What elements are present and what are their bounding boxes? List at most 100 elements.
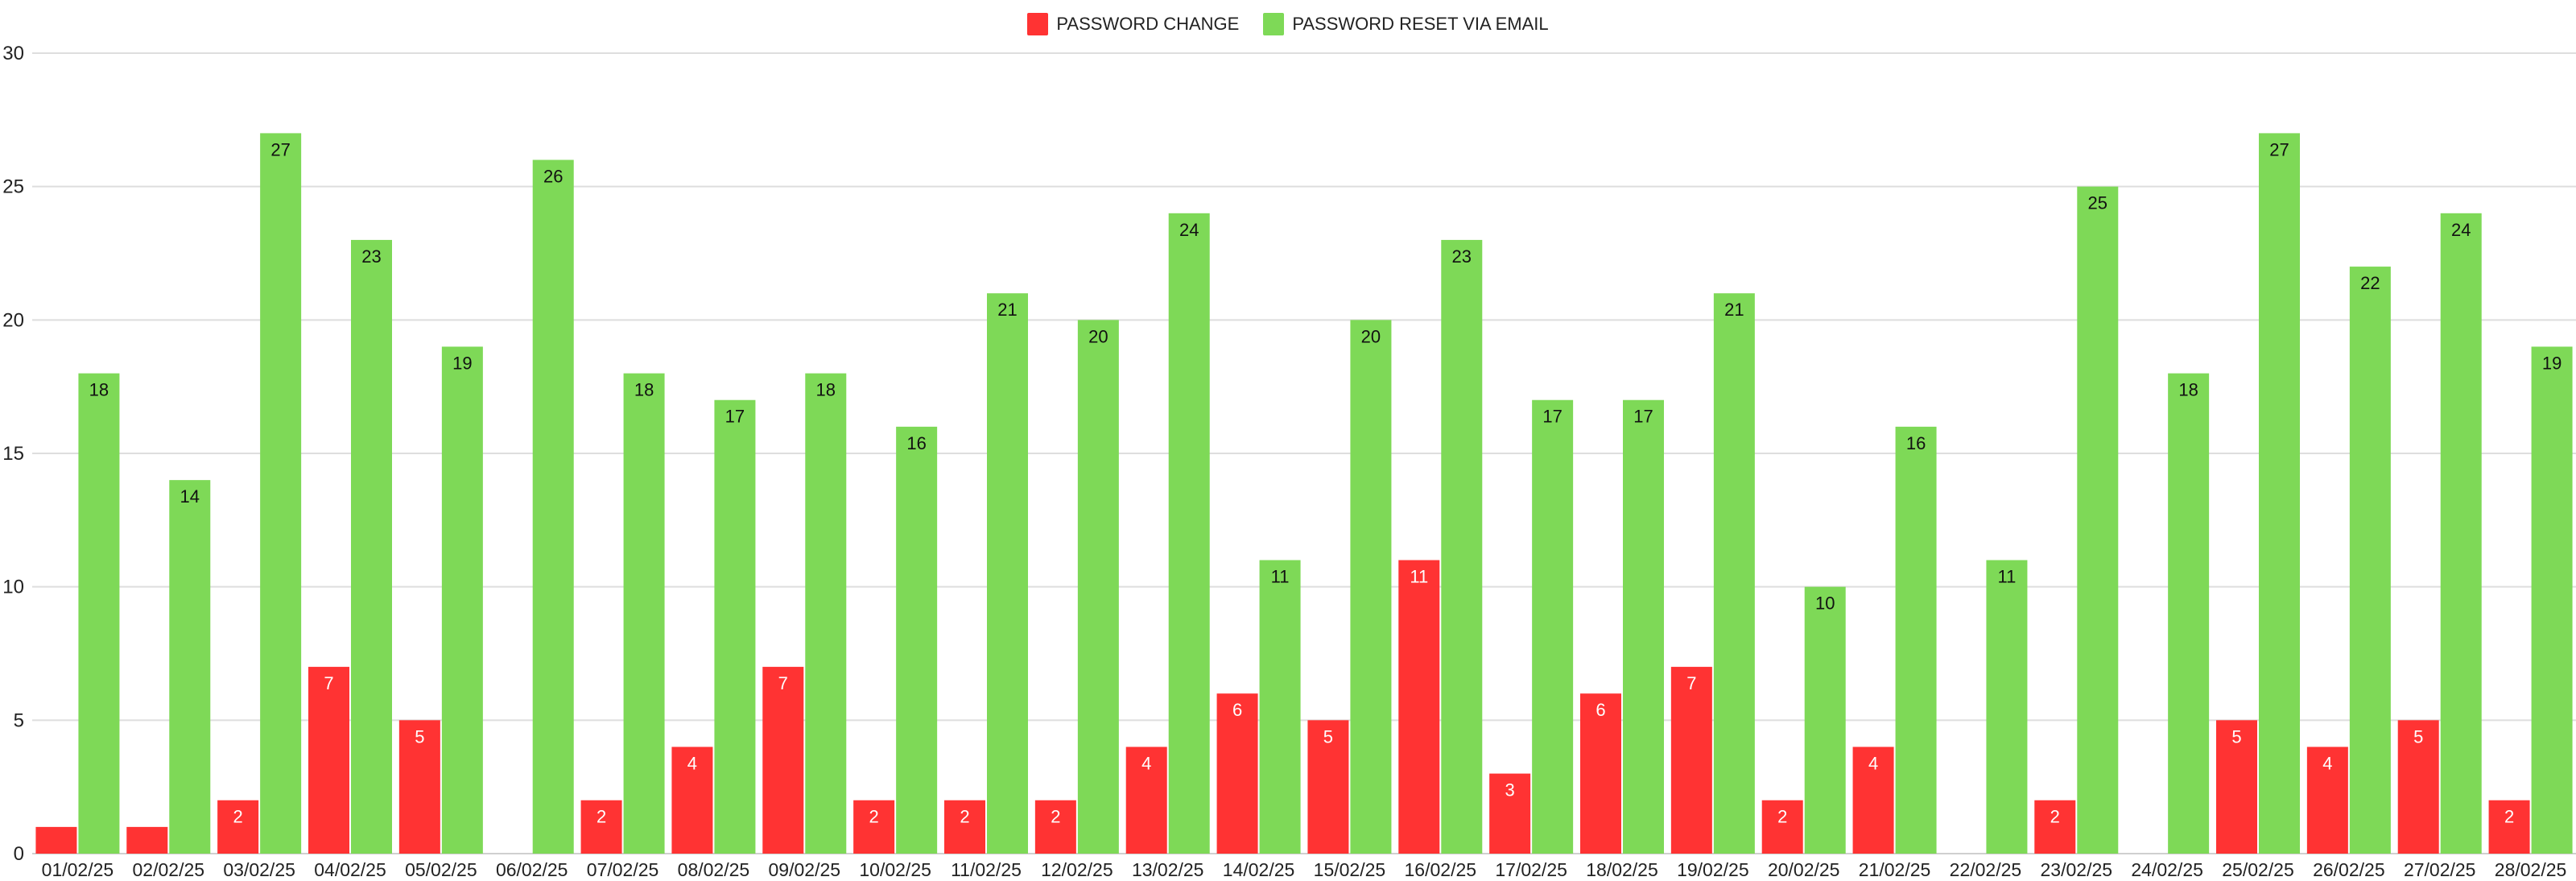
bar-password-change-20[interactable] bbox=[1852, 747, 1894, 854]
bar-password-change-2[interactable] bbox=[217, 800, 259, 854]
y-tick-label: 0 bbox=[14, 843, 24, 865]
legend: PASSWORD CHANGE PASSWORD RESET VIA EMAIL bbox=[0, 13, 2576, 35]
data-label: 23 bbox=[1452, 246, 1472, 267]
bar-password-reset-24[interactable] bbox=[2259, 133, 2300, 854]
bar-password-reset-1[interactable] bbox=[169, 480, 211, 854]
data-label: 22 bbox=[2360, 273, 2380, 293]
bar-password-reset-2[interactable] bbox=[260, 133, 302, 854]
bar-password-reset-10[interactable] bbox=[987, 293, 1028, 854]
bar-password-reset-14[interactable] bbox=[1350, 320, 1392, 854]
data-label: 5 bbox=[415, 726, 424, 747]
y-tick-label: 25 bbox=[2, 176, 24, 198]
data-label: 21 bbox=[997, 300, 1017, 320]
bar-password-change-4[interactable] bbox=[398, 720, 440, 854]
data-label: 17 bbox=[1542, 407, 1562, 427]
bar-password-change-19[interactable] bbox=[1761, 800, 1803, 854]
data-label: 16 bbox=[906, 433, 926, 453]
bar-password-reset-3[interactable] bbox=[351, 239, 392, 854]
x-tick-label: 07/02/25 bbox=[587, 859, 659, 880]
bar-password-change-26[interactable] bbox=[2397, 720, 2439, 854]
data-label: 4 bbox=[2322, 753, 2332, 773]
bar-password-reset-18[interactable] bbox=[1713, 293, 1755, 854]
data-label: 20 bbox=[1088, 326, 1108, 346]
bar-password-reset-0[interactable] bbox=[78, 373, 120, 854]
data-label: 27 bbox=[2269, 139, 2289, 159]
bar-password-change-25[interactable] bbox=[2306, 747, 2348, 854]
legend-label-0: PASSWORD CHANGE bbox=[1056, 14, 1240, 34]
x-tick-label: 27/02/25 bbox=[2404, 859, 2476, 880]
bar-password-change-8[interactable] bbox=[762, 667, 804, 854]
bar-password-reset-4[interactable] bbox=[441, 346, 483, 854]
x-tick-label: 24/02/25 bbox=[2131, 859, 2203, 880]
bar-password-reset-22[interactable] bbox=[2077, 186, 2119, 854]
data-label: 6 bbox=[1596, 700, 1605, 720]
bar-password-change-9[interactable] bbox=[853, 800, 895, 854]
bar-password-change-17[interactable] bbox=[1580, 693, 1621, 854]
legend-item-0[interactable]: PASSWORD CHANGE bbox=[1027, 13, 1239, 35]
bar-password-change-0[interactable] bbox=[35, 826, 77, 854]
bar-password-change-15[interactable] bbox=[1398, 560, 1440, 854]
bar-password-reset-27[interactable] bbox=[2531, 346, 2573, 854]
bar-password-change-10[interactable] bbox=[944, 800, 985, 854]
data-label: 27 bbox=[270, 139, 290, 159]
x-tick-label: 01/02/25 bbox=[42, 859, 114, 880]
bar-password-reset-5[interactable] bbox=[532, 159, 574, 854]
data-label: 19 bbox=[452, 353, 472, 373]
data-label: 26 bbox=[543, 167, 563, 187]
bar-password-reset-23[interactable] bbox=[2168, 373, 2210, 854]
data-label: 21 bbox=[1724, 300, 1744, 320]
bar-password-change-18[interactable] bbox=[1670, 667, 1712, 854]
bar-password-change-27[interactable] bbox=[2488, 800, 2530, 854]
legend-swatch-1 bbox=[1263, 13, 1285, 35]
bar-password-change-16[interactable] bbox=[1489, 773, 1531, 854]
bar-password-change-3[interactable] bbox=[308, 667, 349, 854]
bar-password-reset-17[interactable] bbox=[1623, 399, 1664, 854]
bar-password-change-7[interactable] bbox=[671, 747, 713, 854]
bar-password-change-11[interactable] bbox=[1034, 800, 1076, 854]
bar-password-reset-11[interactable] bbox=[1077, 320, 1119, 854]
data-label: 2 bbox=[1051, 807, 1060, 827]
x-tick-label: 04/02/25 bbox=[314, 859, 386, 880]
bar-password-reset-6[interactable] bbox=[623, 373, 665, 854]
bar-password-reset-12[interactable] bbox=[1168, 213, 1210, 854]
bar-password-reset-15[interactable] bbox=[1441, 239, 1483, 854]
x-tick-label: 10/02/25 bbox=[859, 859, 931, 880]
bar-password-reset-26[interactable] bbox=[2440, 213, 2482, 854]
data-label: 18 bbox=[89, 380, 109, 400]
y-tick-label: 30 bbox=[2, 43, 24, 64]
bar-password-reset-25[interactable] bbox=[2349, 267, 2391, 854]
bar-password-reset-20[interactable] bbox=[1895, 426, 1937, 854]
bar-password-reset-19[interactable] bbox=[1804, 586, 1846, 854]
x-tick-label: 17/02/25 bbox=[1495, 859, 1567, 880]
bar-password-change-12[interactable] bbox=[1125, 747, 1167, 854]
legend-swatch-0 bbox=[1027, 13, 1049, 35]
data-label: 6 bbox=[1232, 700, 1242, 720]
y-tick-label: 5 bbox=[14, 709, 24, 731]
legend-item-1[interactable]: PASSWORD RESET VIA EMAIL bbox=[1263, 13, 1549, 35]
bar-password-change-14[interactable] bbox=[1307, 720, 1349, 854]
bar-password-change-1[interactable] bbox=[126, 826, 168, 854]
bar-password-reset-7[interactable] bbox=[714, 399, 756, 854]
y-tick-label: 20 bbox=[2, 309, 24, 331]
bar-password-reset-9[interactable] bbox=[896, 426, 938, 854]
x-tick-label: 03/02/25 bbox=[223, 859, 295, 880]
data-label: 4 bbox=[1141, 753, 1151, 773]
bar-password-reset-21[interactable] bbox=[1986, 560, 2028, 854]
x-tick-label: 05/02/25 bbox=[405, 859, 477, 880]
bar-password-reset-13[interactable] bbox=[1259, 560, 1301, 854]
data-label: 18 bbox=[634, 380, 654, 400]
x-tick-label: 13/02/25 bbox=[1132, 859, 1204, 880]
bar-password-change-6[interactable] bbox=[580, 800, 622, 854]
data-label: 4 bbox=[687, 753, 697, 773]
bar-password-reset-8[interactable] bbox=[805, 373, 847, 854]
bar-password-change-24[interactable] bbox=[2216, 720, 2257, 854]
bar-password-change-13[interactable] bbox=[1216, 693, 1258, 854]
bar-password-reset-16[interactable] bbox=[1532, 399, 1574, 854]
x-tick-label: 26/02/25 bbox=[2313, 859, 2385, 880]
x-tick-label: 22/02/25 bbox=[1950, 859, 2022, 880]
data-label: 11 bbox=[1998, 567, 2017, 587]
y-tick-label: 15 bbox=[2, 443, 24, 465]
bar-password-change-22[interactable] bbox=[2034, 800, 2076, 854]
data-label: 19 bbox=[2542, 353, 2562, 373]
data-label: 24 bbox=[1179, 220, 1199, 240]
